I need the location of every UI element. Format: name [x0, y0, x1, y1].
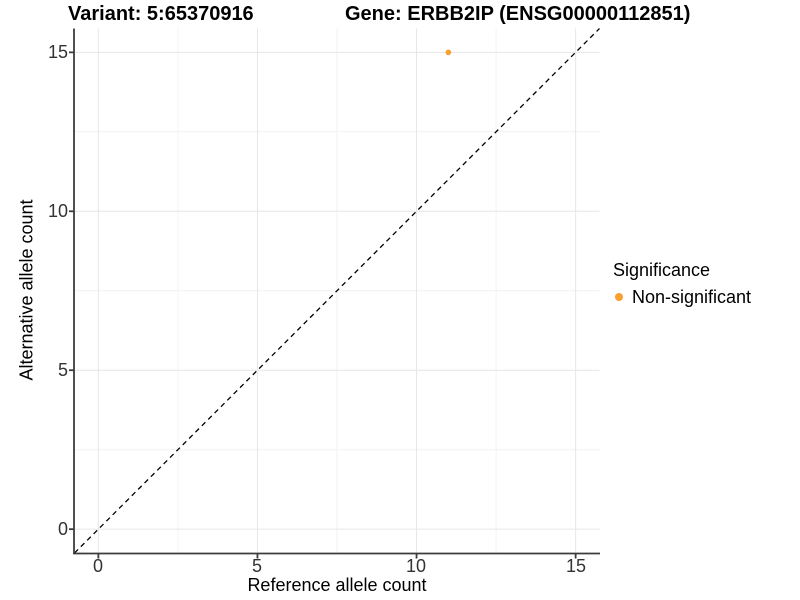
x-tick-label-10: 10: [405, 556, 427, 576]
y-tick-label-10: 10: [47, 201, 68, 221]
plot-title-gene: Gene: ERBB2IP (ENSG00000112851): [345, 3, 691, 25]
plot-title-variant: Variant: 5:65370916: [68, 3, 254, 25]
legend: Significance Non-significant: [613, 259, 751, 307]
legend-item-non-significant: Non-significant: [613, 287, 751, 307]
y-tick-label-0: 0: [57, 519, 68, 539]
data-point-non-significant: [445, 49, 452, 56]
x-axis-title: Reference allele count: [247, 575, 427, 595]
x-tick-label-15: 15: [565, 556, 587, 576]
legend-title: Significance: [613, 260, 711, 280]
y-axis-title: Alternative allele count: [16, 199, 37, 381]
y-tick-label-15: 15: [47, 42, 68, 62]
identity-dashed-line: [74, 28, 600, 554]
legend-item-label: Non-significant: [632, 287, 752, 307]
x-tick-label-0: 0: [92, 556, 103, 576]
non-significant-point-icon: [615, 293, 623, 301]
y-tick-label-5: 5: [57, 360, 68, 380]
x-tick-label-5: 5: [251, 556, 262, 576]
